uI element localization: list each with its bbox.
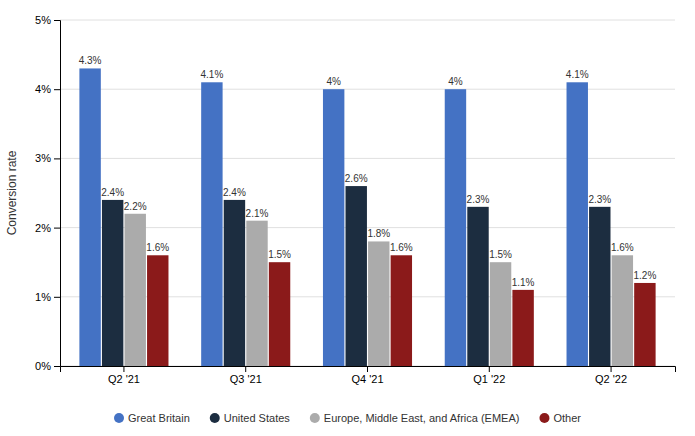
y-tick-label: 3% [35,152,51,164]
data-label: 2.4% [223,187,246,198]
chart-container: 4.3% 4.1% 4% 4% 4.1% 2.4% 2.4% 2.6% 2.3% 2.3% 2.2%… [0,0,695,436]
bar [612,255,633,366]
legend-marker [114,413,124,423]
bar [589,207,610,366]
y-axis-line [54,21,61,367]
y-tick: 5% [35,14,60,26]
bar [391,255,412,366]
y-tick-mark [54,228,60,229]
bar [567,82,588,366]
y-tick-label: 4% [35,83,51,95]
grid-line [60,20,675,21]
data-label: 1.5% [489,249,512,260]
data-label: 4.1% [566,69,589,80]
bar [346,186,367,366]
y-axis-title: Conversion rate [5,150,19,235]
x-tick-mark [489,366,490,372]
data-label: 4.1% [200,69,223,80]
data-label: 2.2% [124,201,147,212]
legend-marker [310,413,320,423]
data-label: 4.3% [79,55,102,66]
data-label: 2.4% [101,187,124,198]
legend-label: Other [553,412,581,424]
y-tick-label: 1% [35,291,51,303]
chart: 4.3% 4.1% 4% 4% 4.1% 2.4% 2.4% 2.6% 2.3% 2.3% 2.2%… [0,0,695,436]
y-tick-mark [54,297,60,298]
legend: Great Britain United States Europe, Middle… [114,412,581,424]
x-tick-mark [123,366,124,372]
y-tick-mark [54,89,60,90]
legend-label: Europe, Middle East, and Africa (EMEA) [324,412,520,424]
y-axis: 0% 1% 2% 3% 4% 5% [35,14,60,372]
bar [634,283,655,366]
data-label: 1.2% [633,270,656,281]
y-tick-label: 2% [35,222,51,234]
x-axis-line [61,367,676,373]
x-tick: Q2 '21 [108,366,140,385]
bars [79,68,655,366]
bar [102,200,123,366]
legend-marker [210,413,220,423]
bar [124,214,145,366]
data-label: 2.3% [467,194,490,205]
y-tick: 2% [35,222,60,234]
y-tick: 1% [35,291,60,303]
y-tick: 3% [35,152,60,164]
bar [269,262,290,366]
x-tick-label: Q2 '22 [595,373,627,385]
x-tick-label: Q2 '21 [108,373,140,385]
x-tick-mark [245,366,246,372]
data-label: 2.1% [246,208,269,219]
bar [147,255,168,366]
bar [224,200,245,366]
x-tick: Q4 '21 [351,366,383,385]
bar [445,89,466,366]
data-label: 1.6% [611,242,634,253]
data-label: 1.6% [146,242,169,253]
legend-item: United States [210,412,291,424]
bar [246,221,267,366]
data-labels: 4.3% 4.1% 4% 4% 4.1% 2.4% 2.4% 2.6% 2.3% 2.3% 2.2%… [79,55,657,287]
data-label: 1.1% [512,277,535,288]
bar [201,82,222,366]
grid [60,20,675,366]
legend-label: Great Britain [128,412,190,424]
data-label: 2.6% [345,173,368,184]
bar [467,207,488,366]
data-label: 1.8% [367,228,390,239]
y-tick-mark [54,158,60,159]
x-tick: Q1 '22 [473,366,505,385]
data-label: 4% [326,76,341,87]
y-tick-label: 0% [35,360,51,372]
legend-label: United States [224,412,291,424]
legend-item: Great Britain [114,412,190,424]
x-axis: Q2 '21 Q3 '21 Q4 '21 Q1 '22 Q2 '22 [61,366,676,385]
data-label: 2.3% [588,194,611,205]
legend-item: Europe, Middle East, and Africa (EMEA) [310,412,520,424]
bar [323,89,344,366]
x-tick-mark [611,366,612,372]
x-tick-label: Q4 '21 [351,373,383,385]
y-tick: 4% [35,83,60,95]
bar [490,262,511,366]
x-tick-label: Q1 '22 [473,373,505,385]
data-label: 1.5% [268,249,291,260]
y-tick: 0% [35,360,60,372]
legend-item: Other [539,412,581,424]
data-label: 4% [448,76,463,87]
plot: 4.3% 4.1% 4% 4% 4.1% 2.4% 2.4% 2.6% 2.3% 2.3% 2.2%… [5,14,676,385]
bar [512,290,533,366]
legend-marker [539,413,549,423]
y-tick-mark [54,20,60,21]
y-tick-label: 5% [35,14,51,26]
x-tick: Q2 '22 [595,366,627,385]
bar [79,68,100,366]
y-tick-mark [54,366,60,367]
bar [368,241,389,366]
x-tick: Q3 '21 [230,366,262,385]
x-tick-label: Q3 '21 [230,373,262,385]
x-tick-mark [367,366,368,372]
data-label: 1.6% [390,242,413,253]
